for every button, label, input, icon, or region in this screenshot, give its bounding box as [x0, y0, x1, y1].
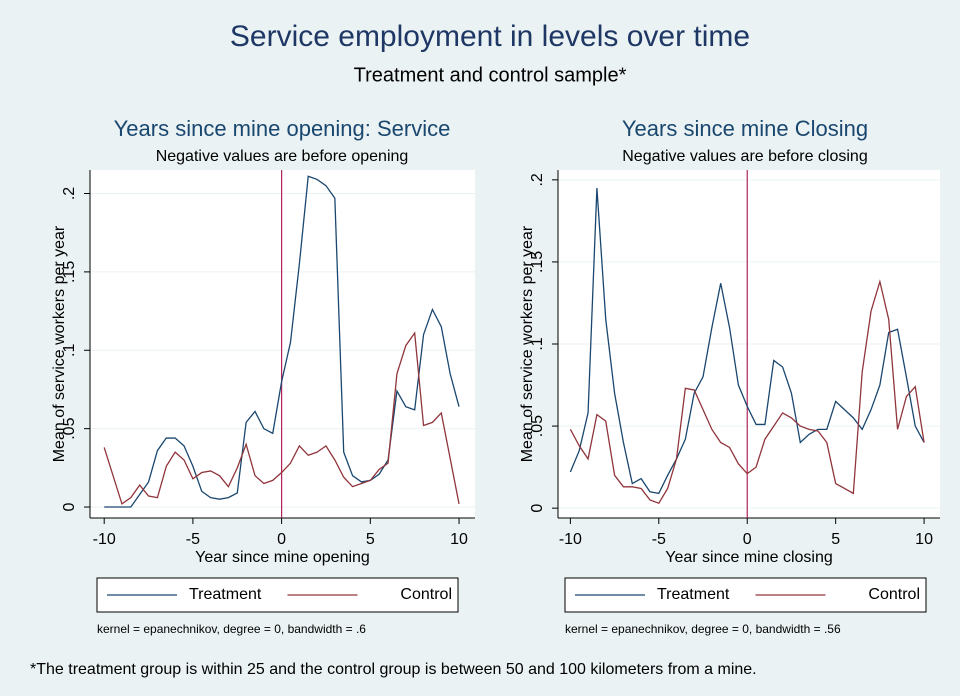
x-tick-label: 0	[277, 531, 286, 548]
y-axis-label: Mean of service workers per year	[519, 225, 536, 462]
x-tick-label: 0	[743, 531, 752, 548]
y-tick-label: .2	[61, 187, 78, 200]
x-axis-label: Year since mine opening	[195, 549, 370, 566]
x-tick-label: 5	[831, 531, 840, 548]
y-tick-label: .2	[529, 173, 546, 186]
page-subtitle: Treatment and control sample*	[354, 64, 627, 86]
x-tick-label: 10	[450, 531, 468, 548]
y-tick-label: .05	[529, 415, 546, 437]
x-tick-label: -10	[559, 531, 582, 548]
x-axis-label: Year since mine closing	[665, 549, 833, 566]
y-tick-label: .05	[61, 417, 78, 439]
y-tick-label: 0	[529, 504, 546, 513]
series-line	[103, 331, 460, 505]
legend-label: Control	[400, 586, 452, 603]
chart-title: Years since mine Closing	[622, 116, 868, 141]
chart-title: Years since mine opening: Service	[114, 116, 451, 141]
footnote: *The treatment group is within 25 and th…	[30, 661, 757, 678]
page-title: Service employment in levels over time	[230, 20, 750, 53]
legend-label: Treatment	[189, 586, 262, 603]
y-tick-label: .1	[529, 337, 546, 350]
y-axis-label: Mean of service workers per year	[51, 225, 68, 462]
chart-subtitle: Negative values are before closing	[622, 148, 867, 165]
x-tick-label: -10	[93, 531, 116, 548]
x-tick-label: 5	[366, 531, 375, 548]
chart-note: kernel = epanechnikov, degree = 0, bandw…	[97, 622, 366, 636]
chart-note: kernel = epanechnikov, degree = 0, bandw…	[565, 622, 841, 636]
legend-label: Control	[868, 586, 920, 603]
x-tick-label: -5	[652, 531, 666, 548]
chart-subtitle: Negative values are before opening	[156, 148, 409, 165]
x-tick-label: 10	[915, 531, 933, 548]
series-line	[104, 175, 460, 508]
y-tick-label: .15	[529, 251, 546, 273]
x-tick-label: -5	[186, 531, 200, 548]
series-line	[569, 279, 925, 505]
plot-area	[90, 170, 475, 518]
y-tick-label: .15	[61, 261, 78, 283]
y-tick-label: .1	[61, 343, 78, 356]
legend-label: Treatment	[657, 586, 730, 603]
y-tick-label: 0	[61, 502, 78, 511]
series-line	[569, 188, 925, 495]
